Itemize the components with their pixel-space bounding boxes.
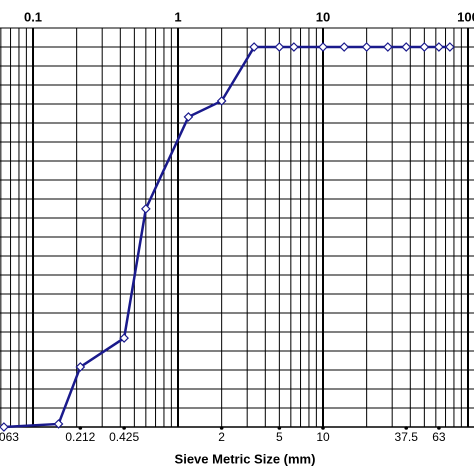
data-point [401,42,412,52]
data-point [274,42,285,52]
data-point [318,42,328,52]
data-point [339,42,350,52]
x-tick-label: 0.212 [65,430,95,444]
data-point [419,42,430,52]
x-top-tick-label: 0.1 [24,9,42,24]
x-top-tick-label: 100 [457,9,474,24]
data-point [434,42,444,52]
x-tick-label: 0.063 [0,430,19,444]
data-point [183,112,194,122]
x-tick-label: 5 [276,430,283,444]
x-axis-title: Sieve Metric Size (mm) [175,451,316,466]
x-tick-label: 10 [316,430,330,444]
data-point [0,422,9,432]
x-top-tick-label: 1 [174,9,181,24]
data-point [216,96,227,106]
data-point [140,204,151,214]
data-point [249,42,259,52]
x-tick-label: 63 [432,430,446,444]
data-point [382,42,393,52]
data-point [119,333,129,343]
data-point [289,42,299,52]
x-tick-label: 37.5 [395,430,419,444]
x-tick-label: 0.425 [109,430,139,444]
x-tick-label: 2 [218,430,225,444]
data-point [75,362,86,372]
data-point [361,42,372,52]
data-point [445,42,455,52]
x-top-tick-label: 10 [316,9,330,24]
data-point [53,419,64,429]
